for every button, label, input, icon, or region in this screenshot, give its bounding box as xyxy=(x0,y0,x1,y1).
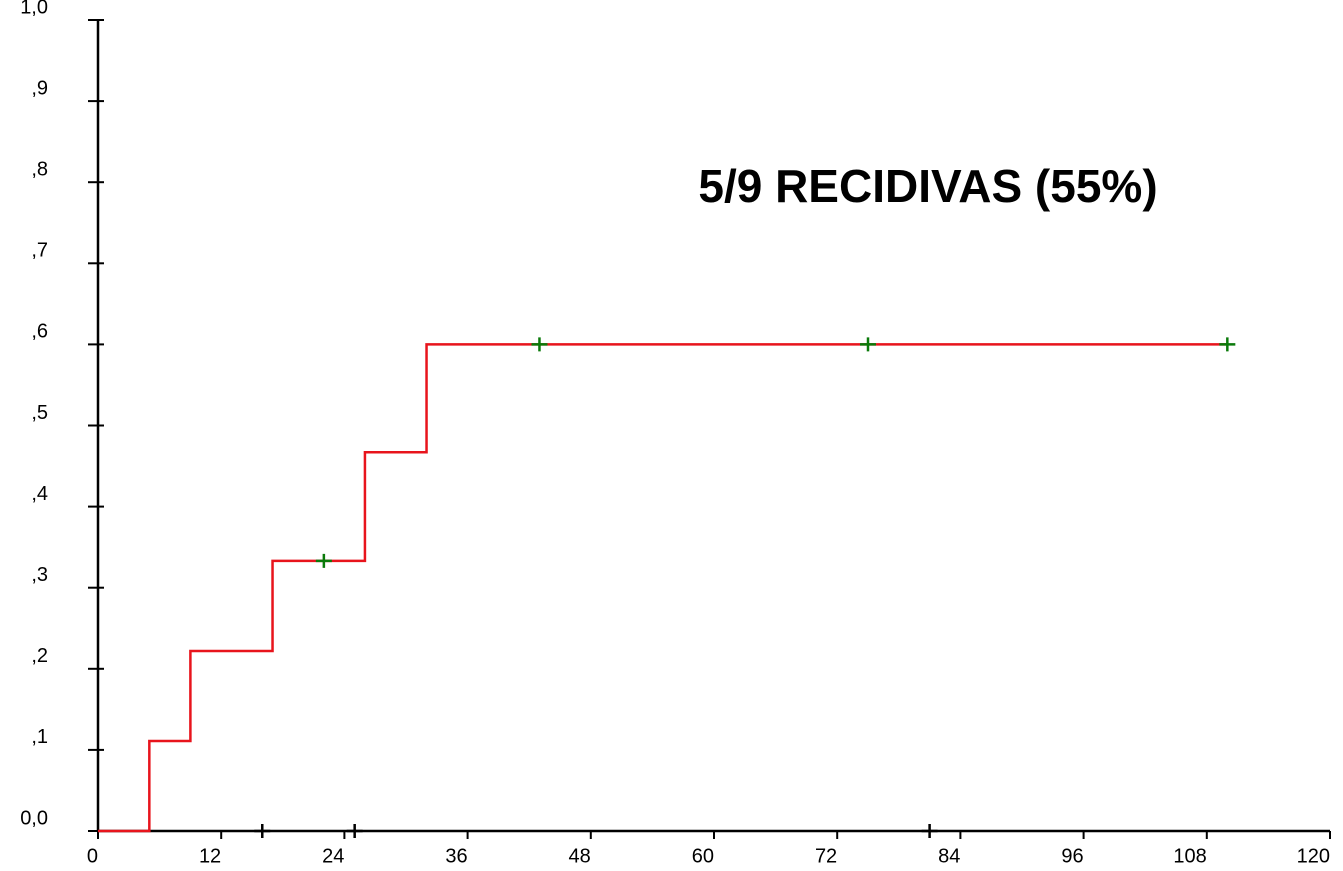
x-tick-label: 84 xyxy=(938,845,960,867)
y-tick-label: ,6 xyxy=(31,321,48,343)
y-tick-label: ,2 xyxy=(31,645,48,667)
x-tick-label: 12 xyxy=(199,845,221,867)
x-tick-label: 24 xyxy=(322,845,344,867)
x-tick-label: 48 xyxy=(569,845,591,867)
y-tick-label: ,4 xyxy=(31,483,48,505)
annotation: 5/9 RECIDIVAS (55%) xyxy=(698,160,1157,212)
censor-mark xyxy=(346,824,363,838)
censor-mark xyxy=(254,824,271,838)
y-tick-label: ,1 xyxy=(31,726,48,748)
y-tick-label: ,8 xyxy=(31,158,48,180)
x-tick-label: 108 xyxy=(1173,845,1206,867)
x-tick-label: 0 xyxy=(87,845,98,867)
x-tick-label: 36 xyxy=(445,845,467,867)
y-tick-label: 0,0 xyxy=(20,807,48,829)
censor-mark xyxy=(315,553,332,568)
x-tick-label: 120 xyxy=(1297,845,1330,867)
censor-mark xyxy=(860,337,876,352)
y-tick-label: ,5 xyxy=(31,402,48,424)
step-line xyxy=(98,343,1228,833)
x-tick-label: 72 xyxy=(815,845,837,867)
censor-mark xyxy=(531,337,548,352)
y-tick-label: ,3 xyxy=(31,564,48,586)
censor-mark xyxy=(1219,337,1236,352)
y-tick-label: ,9 xyxy=(31,77,48,99)
y-tick-label: ,7 xyxy=(31,240,48,262)
x-tick-label: 96 xyxy=(1061,845,1083,867)
x-tick-label: 60 xyxy=(692,845,714,867)
censor-mark xyxy=(921,824,938,838)
y-tick-label: 1,0 xyxy=(20,0,48,18)
